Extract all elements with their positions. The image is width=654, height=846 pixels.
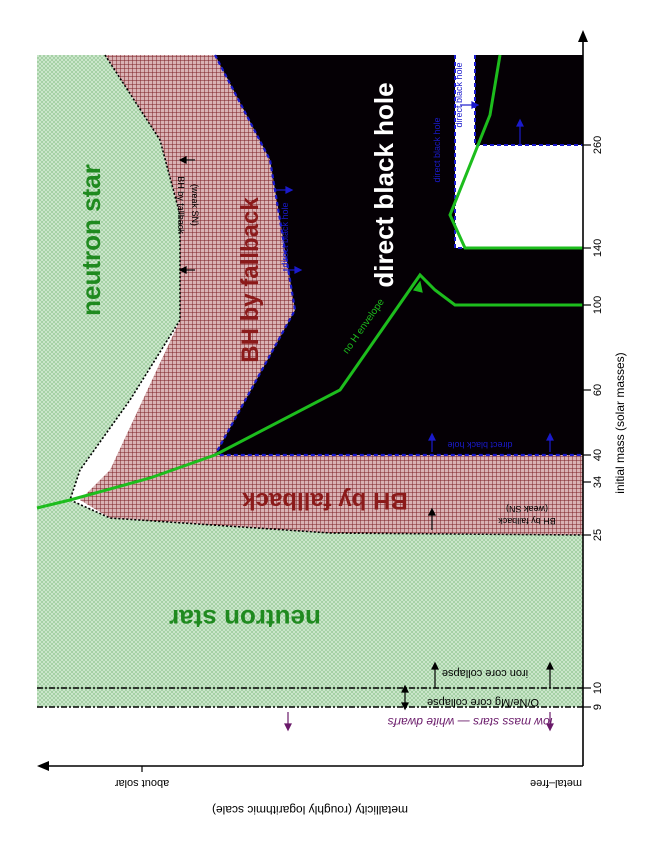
iron-label: iron core collapse [442,667,528,679]
onemg-label: O/Ne/Mg core collapse [427,696,539,708]
bh-fallback-label-top: BH by fallback [237,197,264,363]
annotation-arrows-purple [284,712,554,732]
y-tick-about-solar: about solar [114,777,169,789]
x-tick-260: 260 [592,136,604,154]
neutron-star-label-bottom: neutron star [169,604,321,634]
weak-sn-bottom-2: (weak SN) [506,504,548,514]
direct-bh-small-1: direct black hole [447,440,512,450]
bh-fallback-label-bottom: BH by fallback [242,487,408,514]
notch-boundary-top [474,55,583,146]
x-tick-9: 9 [592,704,604,710]
low-mass-label: low mass stars — white dwarfs [388,715,553,729]
ns-boundary [69,54,584,536]
direct-bh-small-4: direct black hole [454,62,464,127]
x-tick-40: 40 [592,449,604,461]
x-tick-34: 34 [592,476,604,488]
weak-sn-top-1: BH by fallback [176,176,186,234]
x-axis-arrow [578,30,588,42]
bh-fallback-region-top [105,55,295,470]
fallback-boundary [213,54,583,457]
x-tick-100: 100 [592,296,604,314]
bh-fallback-region [80,455,583,535]
weak-sn-top-2: (weak SN) [190,184,200,226]
weak-sn-bottom-1: BH by fallback [498,516,556,526]
x-axis-label: initial mass (solar masses) [613,352,627,493]
x-ticks [583,144,591,708]
h-envelope-line-upper [448,54,583,250]
y-axis-arrow [37,761,49,771]
pair-instability-notch [455,55,583,248]
annotation-arrows-green [412,280,423,293]
annotation-arrows-blue [274,101,554,452]
neutron-star-region [37,55,583,707]
notch-boundary [454,55,583,249]
y-axis-label: metallicity (roughly logarithmic scale) [212,803,408,817]
x-tick-25: 25 [592,529,604,541]
direct-bh-small-2: direct black hole [280,202,290,267]
neutron-star-label-top: neutron star [76,164,106,316]
direct-bh-label: direct black hole [369,82,399,287]
x-tick-60: 60 [592,384,604,396]
annotation-arrows [178,156,554,711]
y-tick-metal-free: metal–free [530,777,582,789]
x-tick-140: 140 [592,239,604,257]
h-envelope-line [36,272,583,510]
x-tick-10: 10 [592,682,604,694]
direct-bh-small-3: direct black hole [432,117,442,182]
